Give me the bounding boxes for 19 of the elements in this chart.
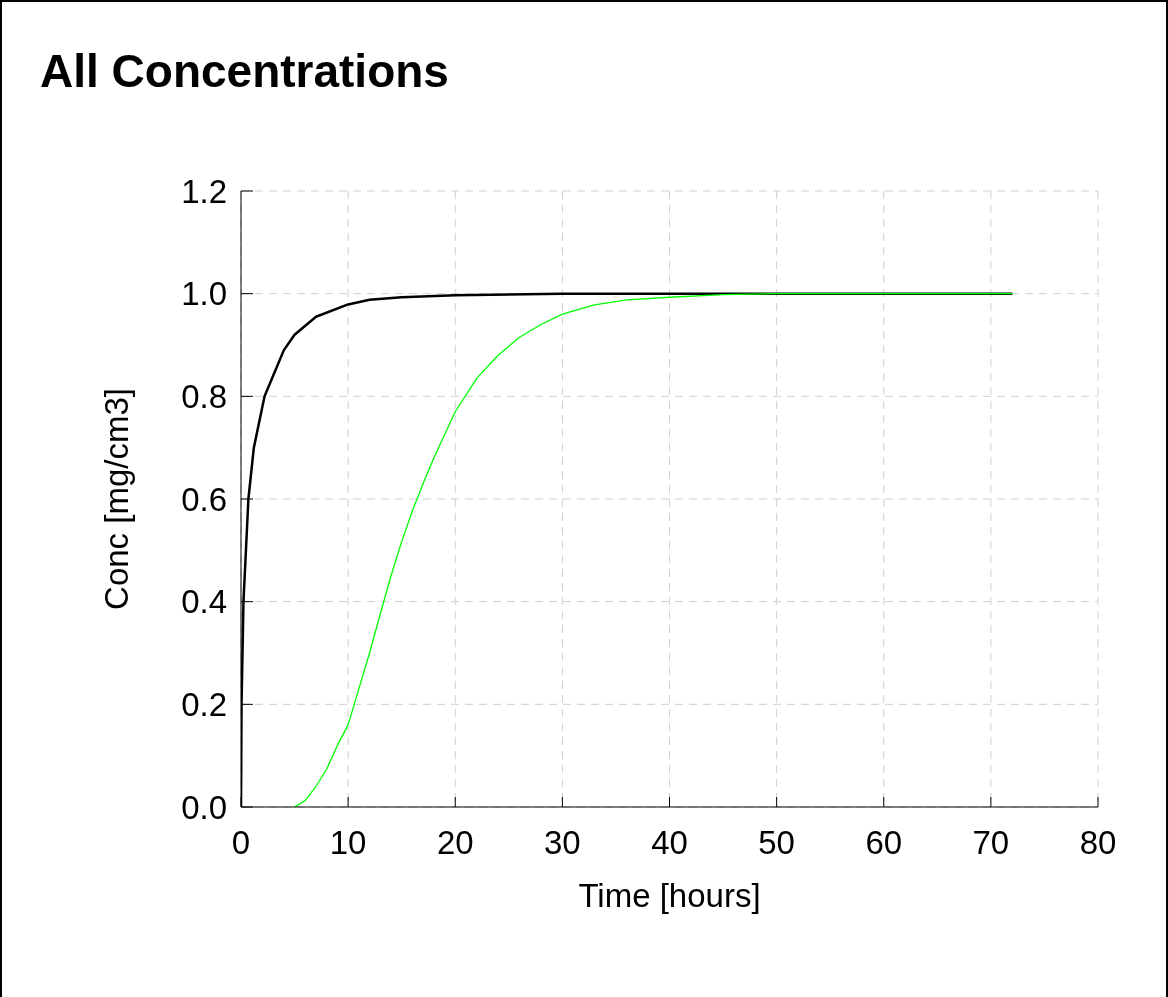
x-tick-label: 70 [972, 824, 1010, 862]
y-tick-label: 0.8 [181, 378, 227, 416]
y-tick-label: 0.6 [181, 480, 227, 518]
y-tick-label: 0.4 [181, 583, 227, 621]
chart-title: All Concentrations [40, 44, 449, 98]
y-tick-label: 0.0 [181, 788, 227, 826]
y-tick-label: 1.0 [181, 275, 227, 313]
x-tick-label: 0 [231, 824, 251, 862]
x-axis-title: Time [hours] [578, 877, 761, 914]
y-tick-label: 0.2 [181, 686, 227, 724]
x-tick-label: 40 [651, 824, 688, 862]
y-tick-label: 1.2 [181, 172, 227, 210]
x-tick-label: 10 [329, 824, 367, 862]
x-tick-label: 60 [865, 824, 903, 862]
y-axis-title: Conc [mg/cm3] [97, 388, 135, 610]
x-tick-label: 80 [1079, 824, 1117, 862]
x-tick-label: 30 [544, 824, 581, 862]
x-tick-label: 50 [758, 824, 795, 862]
x-tick-label: 20 [436, 824, 474, 862]
